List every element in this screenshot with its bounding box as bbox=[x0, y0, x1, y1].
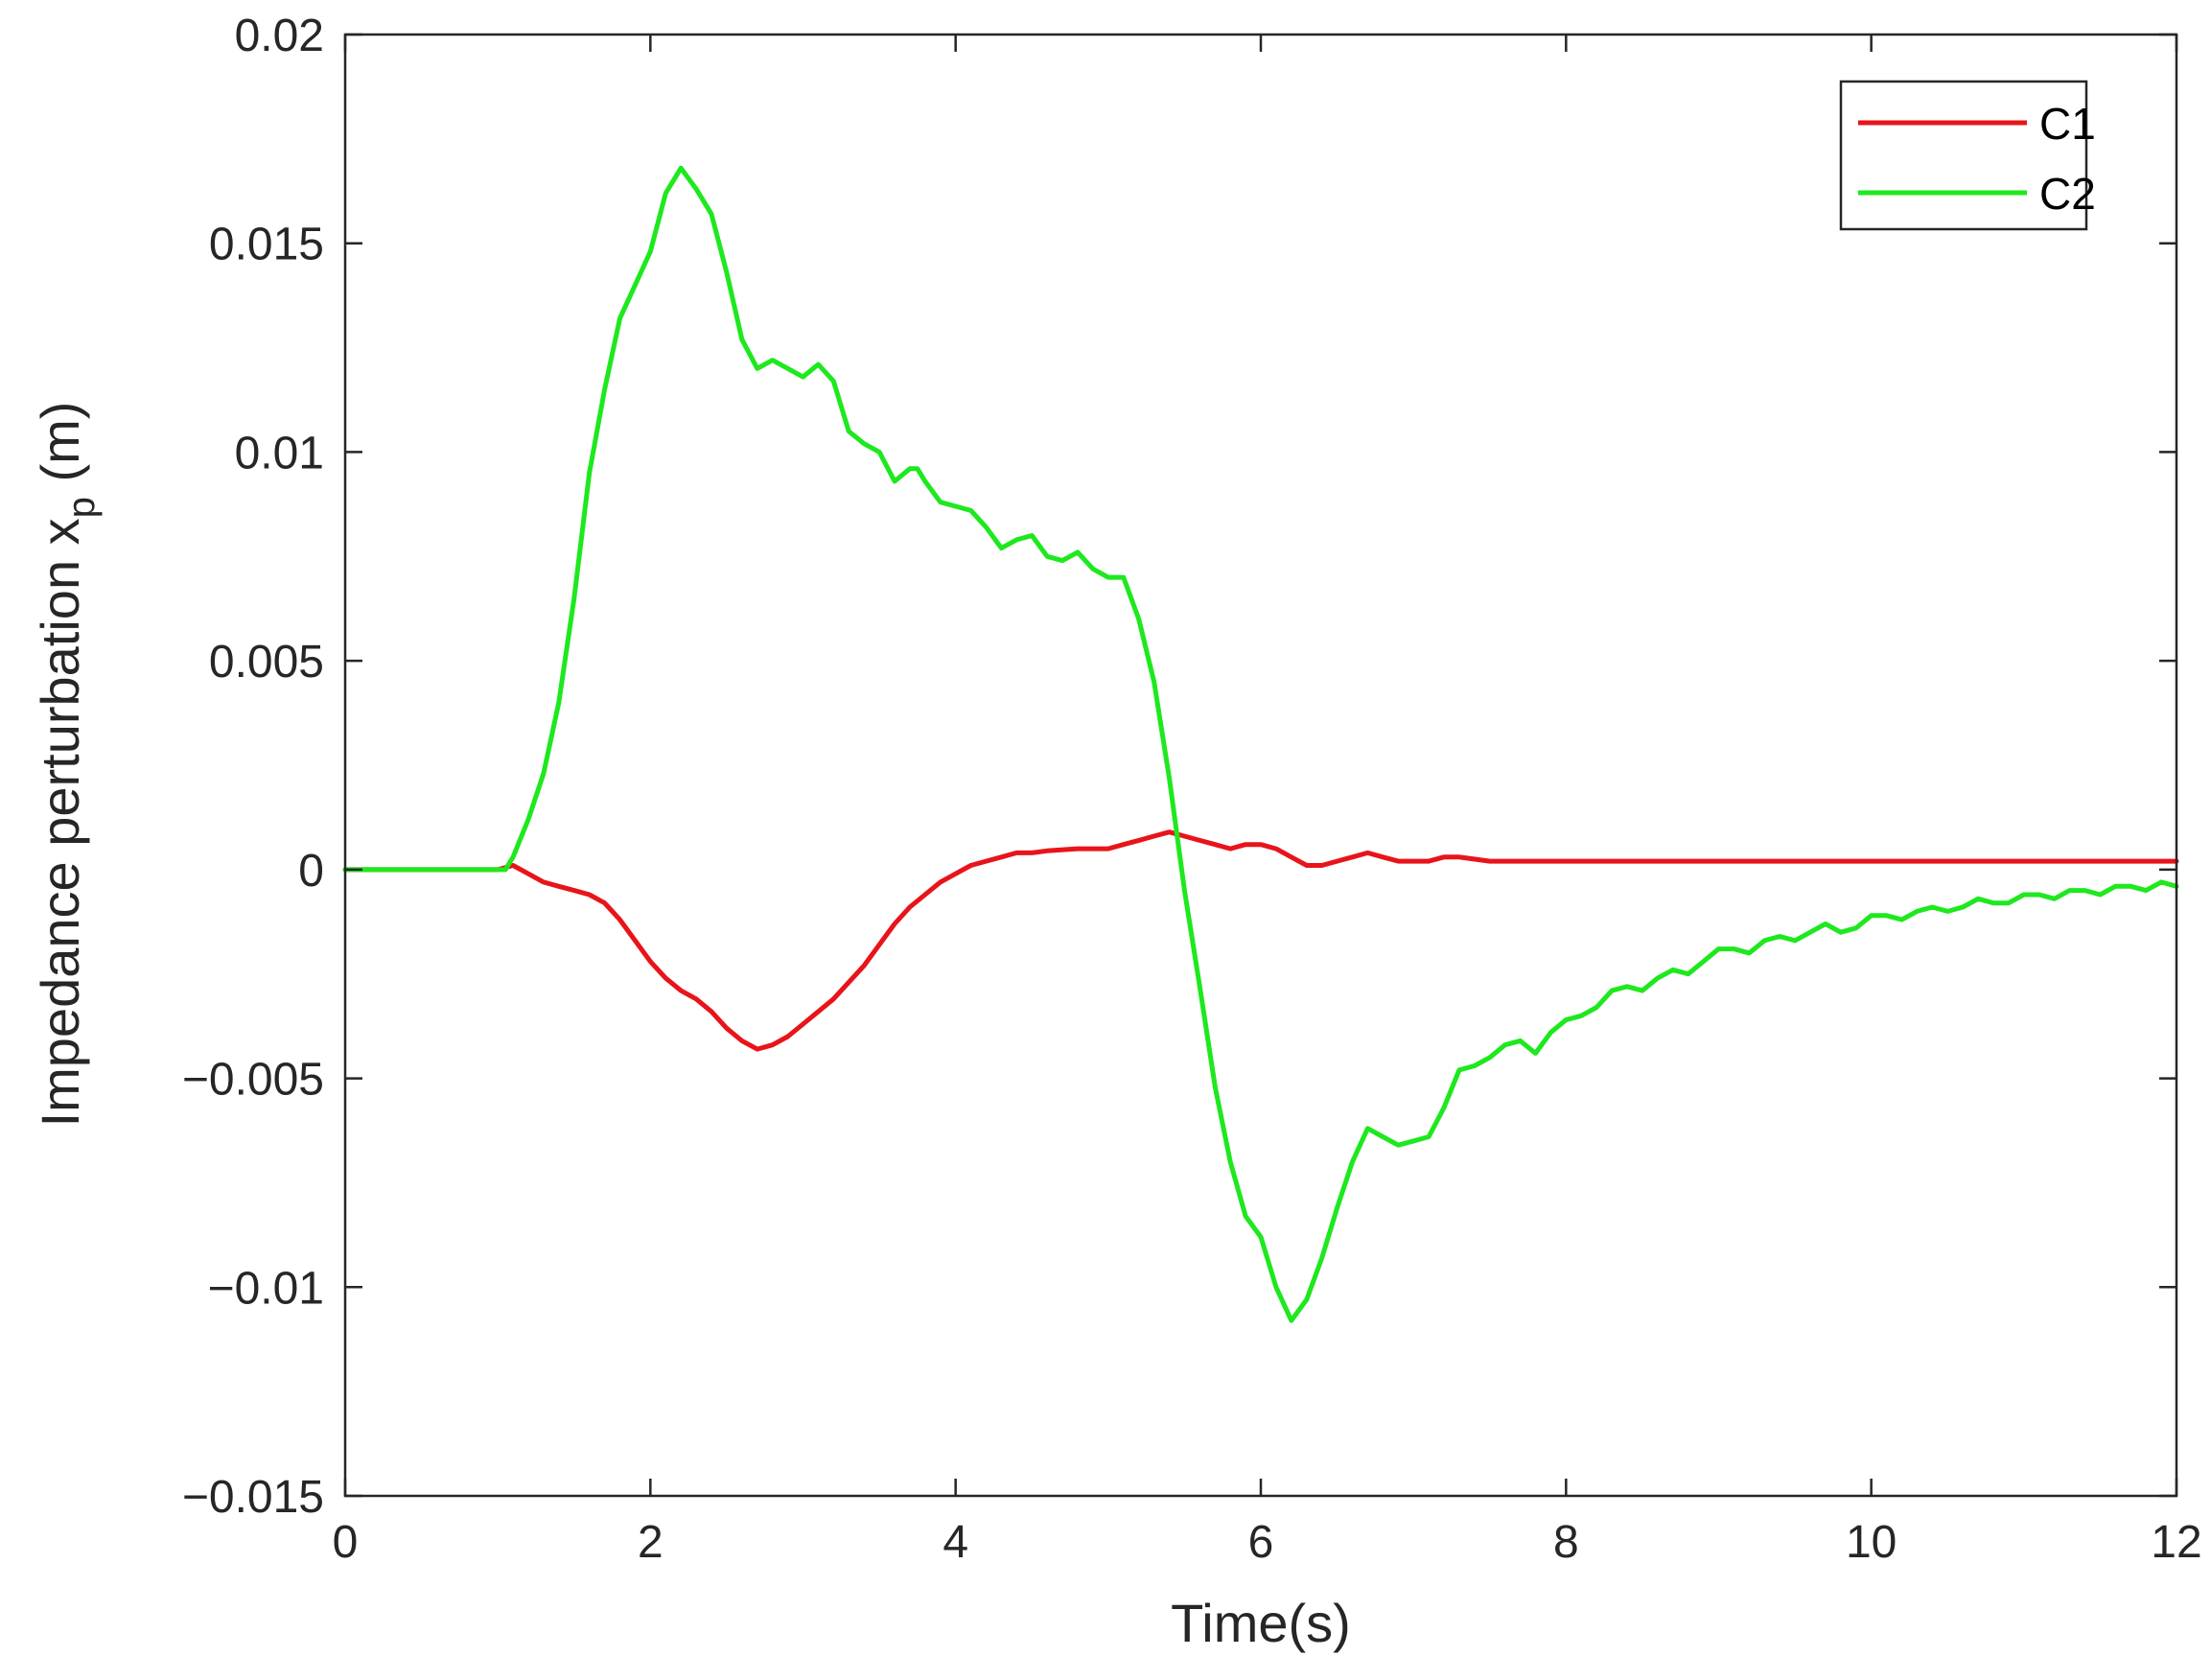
y-tick-label: 0.015 bbox=[209, 220, 324, 270]
plot-background bbox=[345, 35, 2176, 1496]
legend: C1 C2 bbox=[1839, 80, 2096, 231]
y-axis-title-subscript: p bbox=[60, 497, 103, 518]
y-axis-title-unit: (m) bbox=[30, 402, 90, 498]
legend-box bbox=[1839, 80, 2088, 231]
y-tick-label: 0.02 bbox=[235, 11, 324, 61]
x-tick-label: 0 bbox=[333, 1517, 359, 1568]
y-tick-label: 0.01 bbox=[235, 428, 324, 478]
y-tick-label: −0.015 bbox=[182, 1472, 324, 1523]
y-tick-label: 0.005 bbox=[209, 637, 324, 688]
x-tick-label: 6 bbox=[1248, 1517, 1274, 1568]
axes bbox=[343, 33, 2178, 1498]
plot-area bbox=[345, 35, 2176, 1496]
series-lines bbox=[342, 165, 2179, 1323]
y-tick-label: 0 bbox=[298, 846, 324, 897]
x-tick-label: 4 bbox=[943, 1517, 968, 1568]
x-tick-label: 8 bbox=[1553, 1517, 1579, 1568]
tick-labels: 0 2 4 6 8 10 12 −0.015 −0.01 −0.005 0 0.005 0.01 0.01… bbox=[182, 11, 2202, 1568]
y-axis-title-main: Impedance perturbation x bbox=[30, 518, 90, 1127]
y-tick-label: −0.01 bbox=[208, 1263, 324, 1314]
x-tick-label: 10 bbox=[1846, 1517, 1897, 1568]
y-axis-title: Impedance perturbation xp (m) bbox=[30, 402, 103, 1128]
legend-label-c2: C2 bbox=[2039, 169, 2096, 219]
x-axis-title: Time(s) bbox=[1171, 1593, 1351, 1653]
x-tick-label: 2 bbox=[638, 1517, 663, 1568]
y-tick-label: −0.005 bbox=[182, 1055, 324, 1106]
legend-label-c1: C1 bbox=[2039, 99, 2096, 149]
series-line-c2 bbox=[342, 165, 2179, 1323]
series-line-c1 bbox=[342, 829, 2179, 1052]
x-tick-label: 12 bbox=[2151, 1517, 2201, 1568]
